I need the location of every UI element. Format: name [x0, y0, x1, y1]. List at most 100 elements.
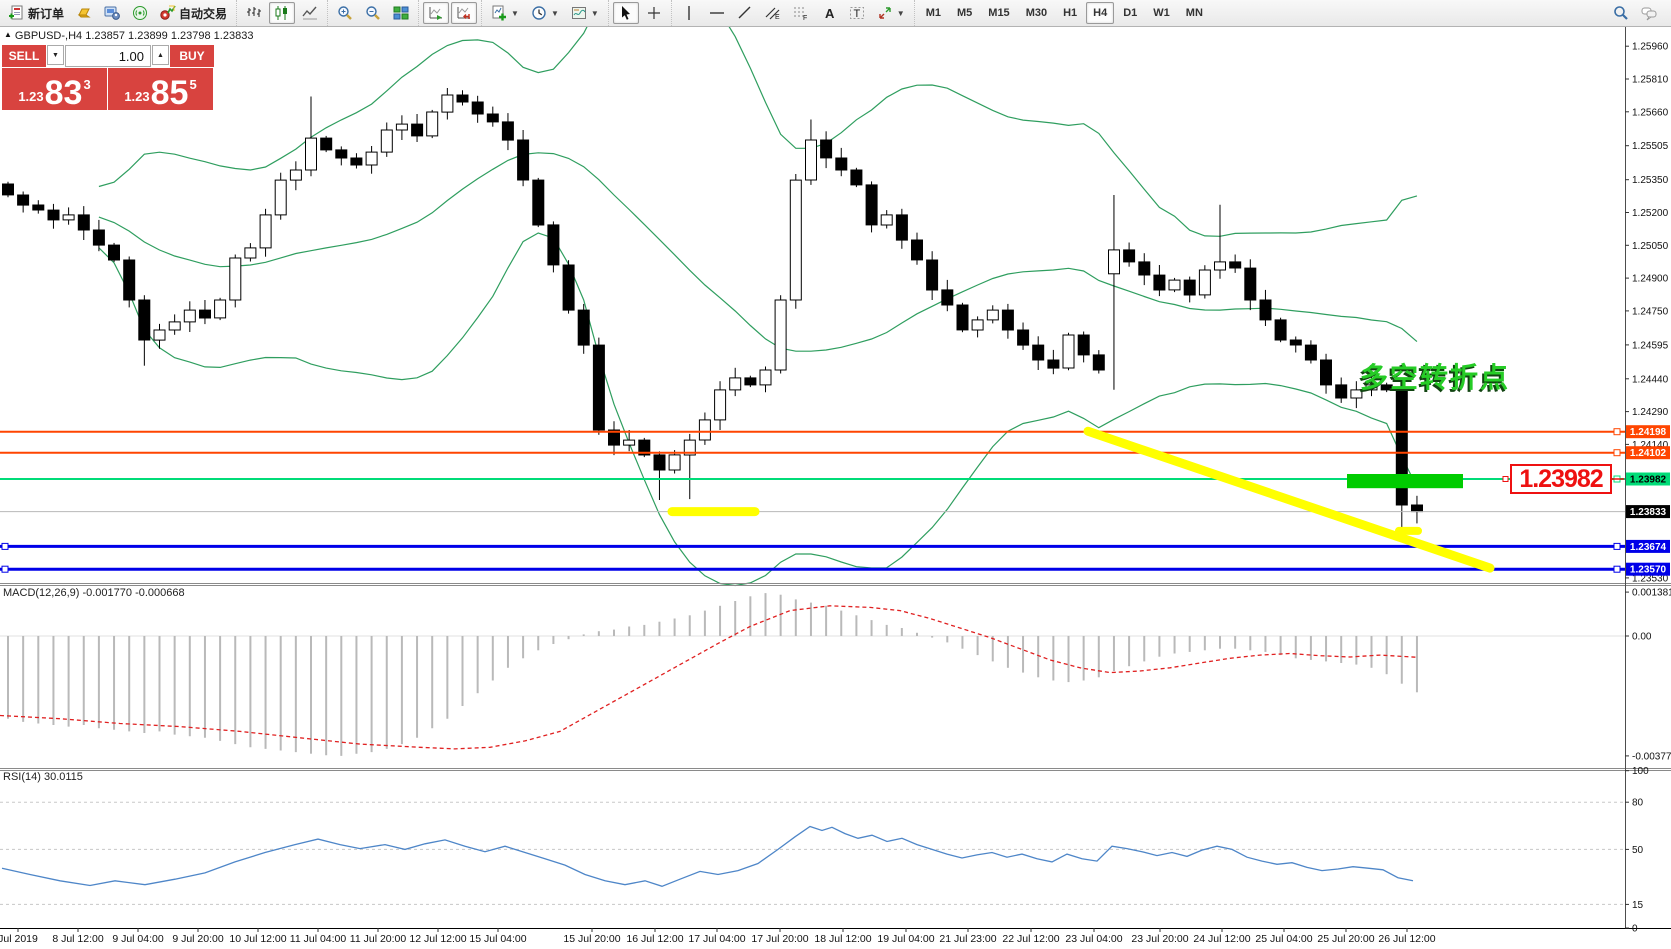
- candle-body: [820, 139, 833, 159]
- candle-body: [138, 299, 151, 341]
- periods-button[interactable]: ▼: [526, 2, 564, 24]
- tf-m1[interactable]: M1: [919, 2, 948, 24]
- time-axis-label: 11 Jul 04:00: [290, 933, 347, 945]
- candle-body: [789, 179, 802, 301]
- svg-text:A: A: [825, 6, 835, 21]
- zoom-out-button[interactable]: [360, 2, 386, 24]
- sell-price-display[interactable]: 1.23 83 3: [2, 68, 107, 110]
- price-axis-label: 1.25960: [1632, 42, 1669, 53]
- trendline-button[interactable]: [732, 2, 758, 24]
- templates-button[interactable]: ▼: [566, 2, 604, 24]
- candle-body: [501, 121, 514, 141]
- candle-body: [365, 151, 378, 166]
- arrows-button[interactable]: ▼: [872, 2, 910, 24]
- candle-body: [47, 209, 60, 221]
- signals-button[interactable]: [127, 2, 153, 24]
- volume-input[interactable]: [65, 45, 151, 67]
- level-anchor[interactable]: [1613, 565, 1621, 573]
- candle-body: [517, 139, 530, 181]
- new-order-button[interactable]: 新订单: [4, 2, 69, 24]
- fibonacci-button[interactable]: F: [788, 2, 814, 24]
- tf-d1[interactable]: D1: [1116, 2, 1144, 24]
- symbol-info: ▲ GBPUSD-,H4 1.23857 1.23899 1.23798 1.23…: [4, 30, 253, 42]
- level-anchor[interactable]: [1613, 428, 1621, 436]
- cursor-button[interactable]: [612, 2, 639, 24]
- fibonacci-icon: F: [793, 7, 807, 21]
- tf-w1[interactable]: W1: [1146, 2, 1177, 24]
- bar-chart-button[interactable]: [241, 2, 267, 24]
- chart-text-annotation[interactable]: 多空转折点: [1360, 362, 1511, 393]
- candle-body: [971, 319, 984, 331]
- search-icon: [1614, 6, 1628, 20]
- tf-h1[interactable]: H1: [1056, 2, 1084, 24]
- tf-m15[interactable]: M15: [981, 2, 1016, 24]
- toolbar-group-insert: ▼ ▼ ▼: [481, 0, 608, 26]
- level-anchor[interactable]: [1613, 542, 1621, 550]
- auto-scroll-button[interactable]: [423, 2, 450, 24]
- candle-body: [744, 377, 757, 386]
- callout-anchor[interactable]: [1502, 476, 1509, 482]
- channel-button[interactable]: E: [760, 2, 786, 24]
- level-axis-label: 1.24198: [1630, 427, 1667, 438]
- yellow-trendline[interactable]: [1083, 426, 1495, 573]
- price-callout-box[interactable]: 1.23982: [1510, 464, 1612, 494]
- candle-body: [1138, 261, 1151, 276]
- level-anchor[interactable]: [1613, 449, 1621, 457]
- candle-body: [411, 123, 424, 137]
- buy-button[interactable]: BUY: [170, 45, 214, 67]
- time-axis-label: 9 Jul 20:00: [172, 933, 224, 945]
- text-button[interactable]: A: [816, 2, 842, 24]
- volume-increase-button[interactable]: ▲: [152, 45, 170, 65]
- search-button[interactable]: [1608, 2, 1634, 24]
- candle-body: [199, 309, 211, 319]
- candle-body: [62, 214, 75, 221]
- toolbar-group-objects: E F A T ▼: [670, 0, 914, 26]
- autotrading-button[interactable]: 自动交易: [155, 2, 232, 24]
- tile-windows-button[interactable]: [388, 2, 414, 24]
- candle-body: [305, 137, 317, 171]
- candle-body: [486, 113, 499, 123]
- signal-icon: [133, 6, 148, 20]
- chat-button[interactable]: [1636, 2, 1662, 24]
- level-anchor[interactable]: [1, 542, 9, 550]
- zoom-in-button[interactable]: [332, 2, 358, 24]
- crosshair-button[interactable]: [641, 2, 667, 24]
- chart-shift-button[interactable]: [451, 2, 478, 24]
- time-axis-label: 8 Jul 12:00: [52, 933, 104, 945]
- candle-body: [92, 229, 105, 246]
- candle-body: [653, 454, 666, 471]
- candle-body: [880, 214, 893, 226]
- level-anchor[interactable]: [1, 565, 9, 573]
- candle-body: [1092, 354, 1105, 371]
- line-chart-button[interactable]: [297, 2, 323, 24]
- candle-body: [1244, 267, 1257, 301]
- candle-body: [577, 309, 590, 346]
- candle-body: [562, 264, 575, 311]
- indicators-button[interactable]: ▼: [486, 2, 524, 24]
- tf-h4[interactable]: H4: [1086, 2, 1115, 24]
- candle-body: [714, 389, 727, 421]
- market-watch-button[interactable]: [99, 2, 125, 24]
- label-button[interactable]: T: [844, 2, 870, 24]
- candle-body: [441, 94, 454, 113]
- tf-mn[interactable]: MN: [1179, 2, 1210, 24]
- tf-m30[interactable]: M30: [1019, 2, 1054, 24]
- horizontal-line-button[interactable]: [704, 2, 730, 24]
- vertical-line-button[interactable]: [676, 2, 702, 24]
- toolbar-group-chart-type: [236, 0, 327, 26]
- buy-price-display[interactable]: 1.23 85 5: [108, 68, 213, 110]
- metaeditor-button[interactable]: [71, 2, 97, 24]
- green-highlight-rect[interactable]: [1347, 474, 1463, 489]
- tf-m5[interactable]: M5: [950, 2, 979, 24]
- sell-button[interactable]: SELL: [2, 45, 46, 67]
- candlestick-button[interactable]: [269, 2, 296, 24]
- candle-body: [698, 419, 711, 441]
- candle-body: [895, 214, 908, 241]
- price-axis-label: 1.25050: [1632, 241, 1669, 252]
- candle-body: [1350, 389, 1363, 399]
- dropdown-arrow-icon: ▼: [511, 8, 519, 18]
- level-axis-box-support-2: [1626, 562, 1670, 576]
- volume-decrease-button[interactable]: ▼: [46, 45, 64, 65]
